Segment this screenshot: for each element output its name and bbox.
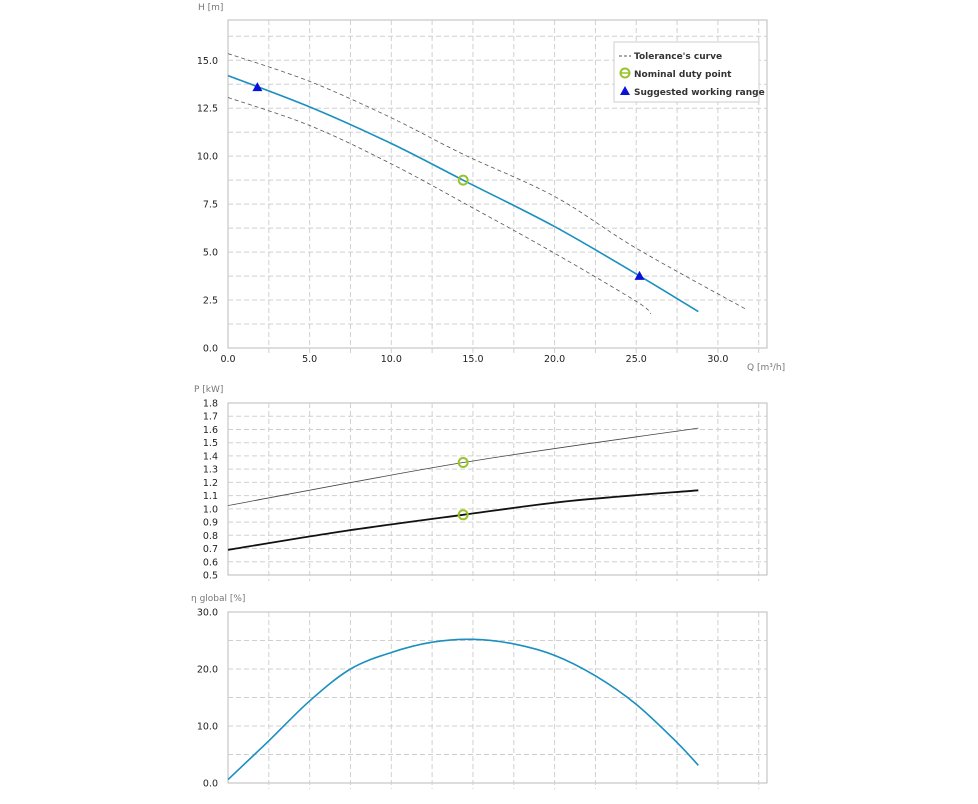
head-y-tick-label: 0.0 [203,344,218,355]
efficiency-y-tick-label: 10.0 [197,722,218,733]
power-duty-point-marker [457,509,469,521]
power-y-tick-label: 0.8 [203,531,218,542]
head-y-tick-label: 15.0 [197,56,218,67]
efficiency-y-tick-label: 0.0 [203,779,218,790]
power-y-tick-label: 1.2 [203,478,218,489]
power-y-tick-label: 1.7 [203,412,218,423]
legend-duty-point-icon [619,67,631,79]
efficiency-y-tick-label: 20.0 [197,665,218,676]
power-duty-point-marker [457,457,469,469]
efficiency-y-tick-label: 30.0 [197,608,218,619]
head-y-tick-label: 5.0 [203,248,218,259]
head-y-tick-label: 10.0 [197,152,218,163]
tolerance-upper-line [227,53,746,310]
head-x-tick-label: 0.0 [220,354,235,365]
head-y-axis-label: H [m] [198,3,223,13]
efficiency-curve-line [227,638,699,781]
power-y-tick-label: 1.5 [203,438,218,449]
power-y-tick-label: 0.5 [203,571,218,582]
head-x-tick-label: 5.0 [302,354,317,365]
head-x-tick-label: 20.0 [544,354,565,365]
tolerance-lower-line [227,97,652,314]
head-y-tick-label: 7.5 [203,200,218,211]
power-y-tick-label: 1.6 [203,425,218,436]
power-plot-area [227,402,768,576]
legend-working-range-icon [620,86,630,95]
legend-working-range-label: Suggested working range [634,88,765,98]
head-x-tick-label: 25.0 [626,354,647,365]
head-x-axis-label: Q [m³/h] [747,363,785,373]
efficiency-y-axis-label: η global [%] [191,594,245,604]
power-y-tick-label: 1.8 [203,399,218,410]
head-y-tick-label: 2.5 [203,296,218,307]
power-y-tick-label: 0.9 [203,518,218,529]
legend-duty-point-label: Nominal duty point [634,70,732,80]
p1-curve-line [227,427,699,506]
working-range-marker [634,270,645,280]
p2-curve-line [227,489,699,551]
legend-tolerance-label: Tolerance's curve [634,52,722,62]
working-range-marker [252,82,263,92]
power-y-tick-label: 1.0 [203,504,218,515]
nominal-duty-point-marker [457,174,469,186]
legend: Tolerance's curve Nominal duty point Sug… [613,41,765,103]
power-y-axis-label: P [kW] [194,385,223,395]
power-y-tick-label: 1.4 [203,451,218,462]
power-y-tick-label: 0.7 [203,544,218,555]
power-y-tick-label: 1.1 [203,491,218,502]
power-y-tick-label: 0.6 [203,557,218,568]
head-x-tick-label: 15.0 [462,354,483,365]
power-y-tick-label: 1.3 [203,465,218,476]
head-x-tick-label: 10.0 [381,354,402,365]
head-x-tick-label: 30.0 [707,354,728,365]
head-y-tick-label: 12.5 [197,104,218,115]
legend-box [613,41,760,103]
